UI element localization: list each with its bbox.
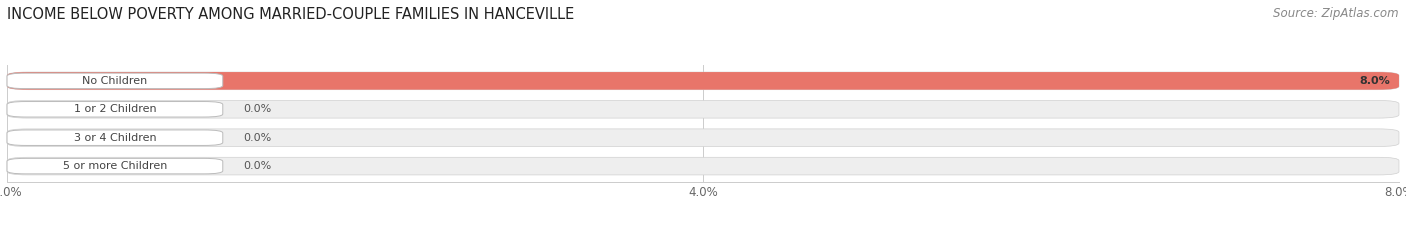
Text: 8.0%: 8.0% [1360, 76, 1391, 86]
FancyBboxPatch shape [7, 129, 1399, 147]
Text: No Children: No Children [83, 76, 148, 86]
Text: 0.0%: 0.0% [243, 161, 271, 171]
Text: INCOME BELOW POVERTY AMONG MARRIED-COUPLE FAMILIES IN HANCEVILLE: INCOME BELOW POVERTY AMONG MARRIED-COUPL… [7, 7, 574, 22]
FancyBboxPatch shape [7, 72, 1399, 90]
Text: 3 or 4 Children: 3 or 4 Children [73, 133, 156, 143]
FancyBboxPatch shape [7, 73, 222, 89]
FancyBboxPatch shape [7, 102, 222, 117]
Text: Source: ZipAtlas.com: Source: ZipAtlas.com [1274, 7, 1399, 20]
Text: 0.0%: 0.0% [243, 104, 271, 114]
FancyBboxPatch shape [7, 130, 222, 145]
FancyBboxPatch shape [7, 157, 1399, 175]
Text: 0.0%: 0.0% [243, 133, 271, 143]
FancyBboxPatch shape [7, 158, 222, 174]
FancyBboxPatch shape [7, 100, 1399, 118]
Text: 5 or more Children: 5 or more Children [63, 161, 167, 171]
Text: 1 or 2 Children: 1 or 2 Children [73, 104, 156, 114]
FancyBboxPatch shape [7, 72, 1399, 90]
